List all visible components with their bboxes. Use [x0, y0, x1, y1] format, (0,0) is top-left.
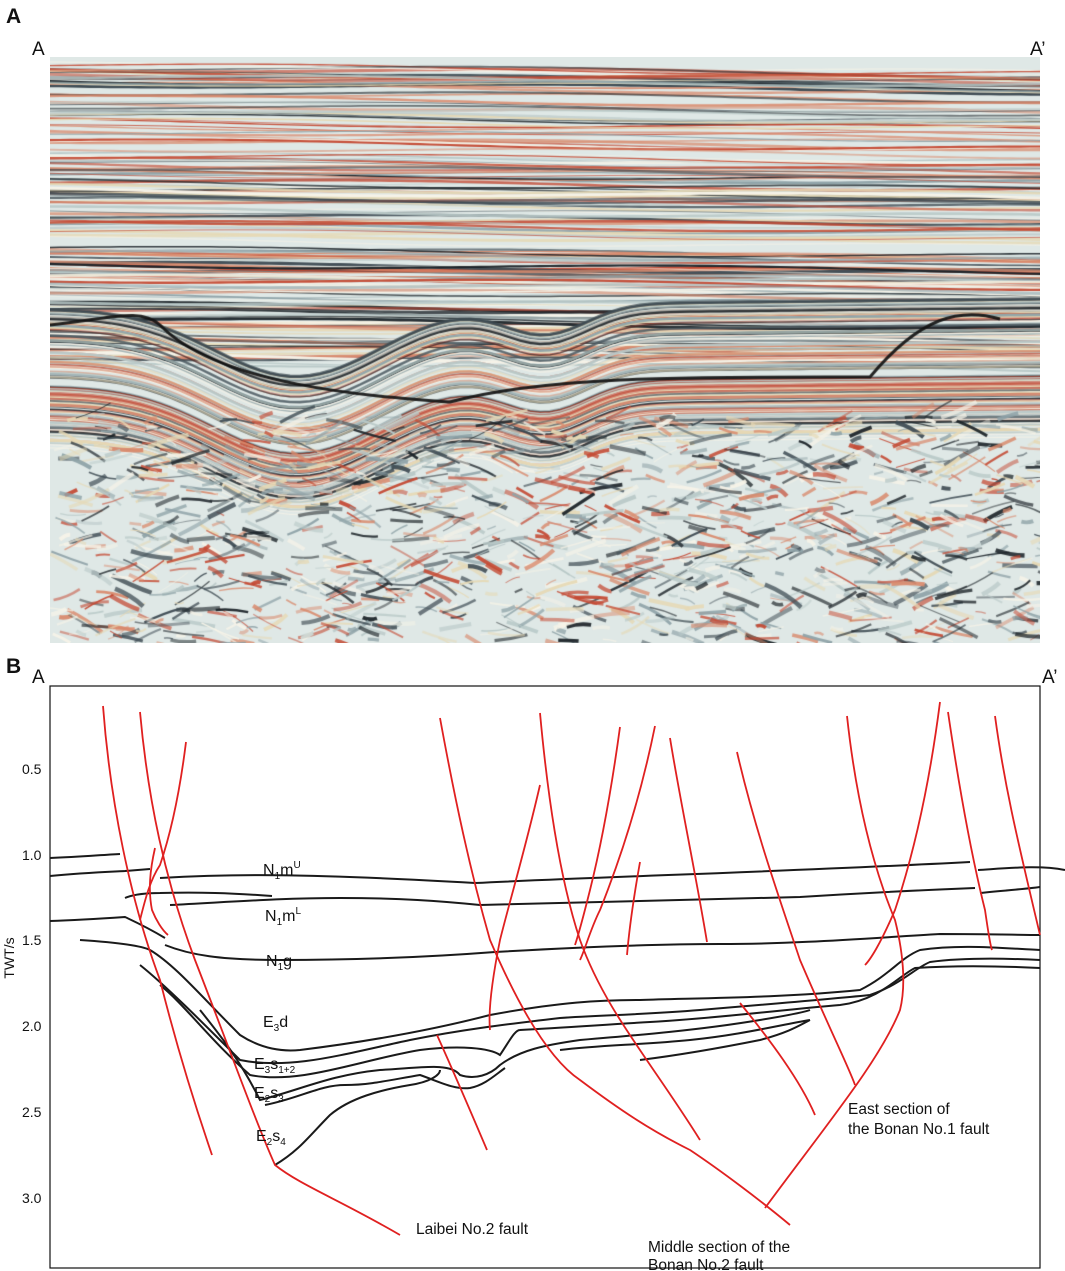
- horizon-deep: [559, 1019, 811, 1061]
- laibei-fault-annotation: Laibei No.2 fault: [416, 1221, 529, 1238]
- formation-label-ed: E3d: [263, 1014, 288, 1034]
- formation-label-nml: N1mL: [265, 906, 301, 928]
- fault-line: [739, 1002, 816, 1116]
- fault-line: [764, 715, 905, 1209]
- horizon-basin-bottom: [274, 1069, 441, 1166]
- fault-line: [436, 1034, 488, 1151]
- east-fault-annotation-line1: East section of: [848, 1101, 950, 1118]
- horizon-top-nm-upper: [49, 853, 1065, 885]
- section-frame: [49, 685, 1041, 1269]
- formation-labels: N1mU N1mL N1g E3d E3s1+2 E2s3 E2s4: [254, 860, 301, 1148]
- y-tick-label: 2.0: [22, 1018, 42, 1034]
- formation-label-ng: N1g: [266, 953, 292, 973]
- formation-label-es3: E2s3: [254, 1085, 284, 1105]
- horizon-es12: [139, 957, 1041, 1065]
- faults: [102, 701, 1041, 1236]
- formation-label-es4: E2s4: [256, 1128, 286, 1148]
- fault-line: [864, 701, 941, 966]
- panel-b-label: B: [6, 655, 22, 678]
- y-tick-label: 0.5: [22, 761, 42, 777]
- fault-line: [539, 712, 701, 1141]
- fault-line: [148, 847, 169, 936]
- horizon-es4-base: [264, 1067, 506, 1106]
- panel-a-left-endpoint: A: [32, 39, 45, 60]
- formation-label-nmu: N1mU: [263, 860, 301, 882]
- panel-b-right-endpoint: A’: [1042, 667, 1058, 688]
- y-axis-ticks: 0.5 1.0 1.5 2.0 2.5 3.0: [22, 761, 42, 1206]
- horizon-top-nm-left: [49, 868, 151, 877]
- formation-label-es12: E3s1+2: [254, 1056, 296, 1076]
- fault-line: [139, 711, 401, 1236]
- fault-line: [626, 861, 641, 956]
- y-tick-label: 1.5: [22, 932, 42, 948]
- panel-a-right-endpoint: A’: [1030, 39, 1046, 60]
- horizon-ng: [164, 932, 1041, 962]
- middle-fault-annotation-line2: Bonan No.2 fault: [648, 1257, 764, 1271]
- horizon-top-ng-left: [49, 915, 166, 939]
- east-fault-annotation-line2: the Bonan No.1 fault: [848, 1121, 990, 1138]
- panel-b-left-endpoint: A: [32, 667, 45, 688]
- fault-line: [947, 711, 993, 951]
- fault-line: [102, 705, 213, 1156]
- middle-fault-annotation-line1: Middle section of the: [648, 1239, 790, 1256]
- horizon-ed: [79, 939, 1041, 1052]
- horizon-es3: [159, 965, 1041, 1079]
- seismic-section-image: [50, 57, 1040, 643]
- fault-line: [994, 715, 1041, 936]
- y-axis-label: TWT/s: [1, 937, 17, 978]
- fault-line: [579, 725, 656, 961]
- fault-line: [139, 741, 187, 921]
- fault-annotations: East section of the Bonan No.1 fault Lai…: [416, 1101, 990, 1271]
- horizon-es4: [199, 1009, 811, 1102]
- fault-line: [669, 737, 708, 943]
- y-tick-label: 2.5: [22, 1104, 42, 1120]
- fault-line: [574, 726, 621, 946]
- y-tick-label: 3.0: [22, 1190, 42, 1206]
- horizon-nm-lower: [169, 886, 1041, 907]
- fault-line: [488, 784, 541, 1031]
- horizons: [49, 853, 1065, 1166]
- fault-line: [736, 751, 856, 1086]
- panel-a-label: A: [6, 5, 22, 28]
- y-tick-label: 1.0: [22, 847, 42, 863]
- fault-line: [439, 717, 791, 1226]
